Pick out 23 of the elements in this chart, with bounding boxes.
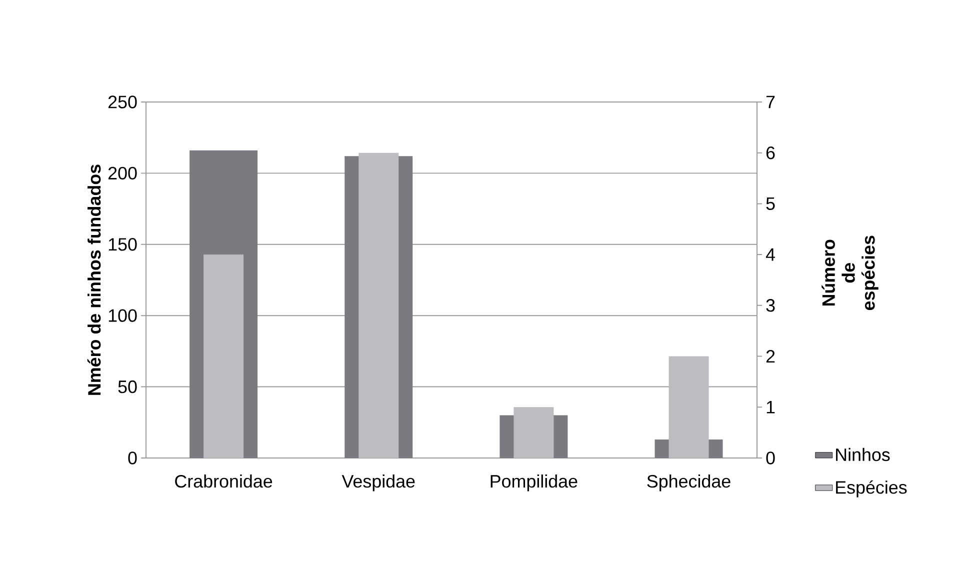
x-tick-label: Vespidae bbox=[342, 474, 415, 492]
y-tick-label: 250 bbox=[108, 96, 137, 108]
y-tick-label: 0 bbox=[128, 452, 137, 464]
y-tick-label: 150 bbox=[108, 238, 137, 251]
y2-tick-label: 3 bbox=[766, 299, 775, 312]
y-tick-label: 50 bbox=[118, 380, 137, 394]
y-tick-label: 100 bbox=[108, 309, 137, 322]
y2-tick-label: 5 bbox=[766, 197, 775, 210]
y2-tick-label: 1 bbox=[766, 400, 775, 414]
y2-tick-label: 0 bbox=[766, 452, 775, 464]
y-axis-title: Nméro de ninhos fundados bbox=[87, 164, 101, 395]
bar bbox=[204, 254, 244, 458]
y2-tick-label: 4 bbox=[766, 248, 775, 261]
x-tick-label: Sphecidae bbox=[647, 474, 730, 492]
y-tick-label: 200 bbox=[108, 166, 137, 180]
x-tick-label: Crabronidae bbox=[175, 474, 272, 488]
y2-tick-label: 7 bbox=[766, 96, 775, 108]
x-tick-label: Pompilidae bbox=[490, 474, 578, 492]
y2-tick-label: 2 bbox=[766, 350, 775, 363]
legend-label: Espécies bbox=[836, 480, 907, 498]
y2-tick-label: 6 bbox=[766, 146, 775, 160]
y2-axis-title: Número de espécies bbox=[822, 236, 878, 310]
legend-label: Ninhos bbox=[836, 448, 890, 462]
